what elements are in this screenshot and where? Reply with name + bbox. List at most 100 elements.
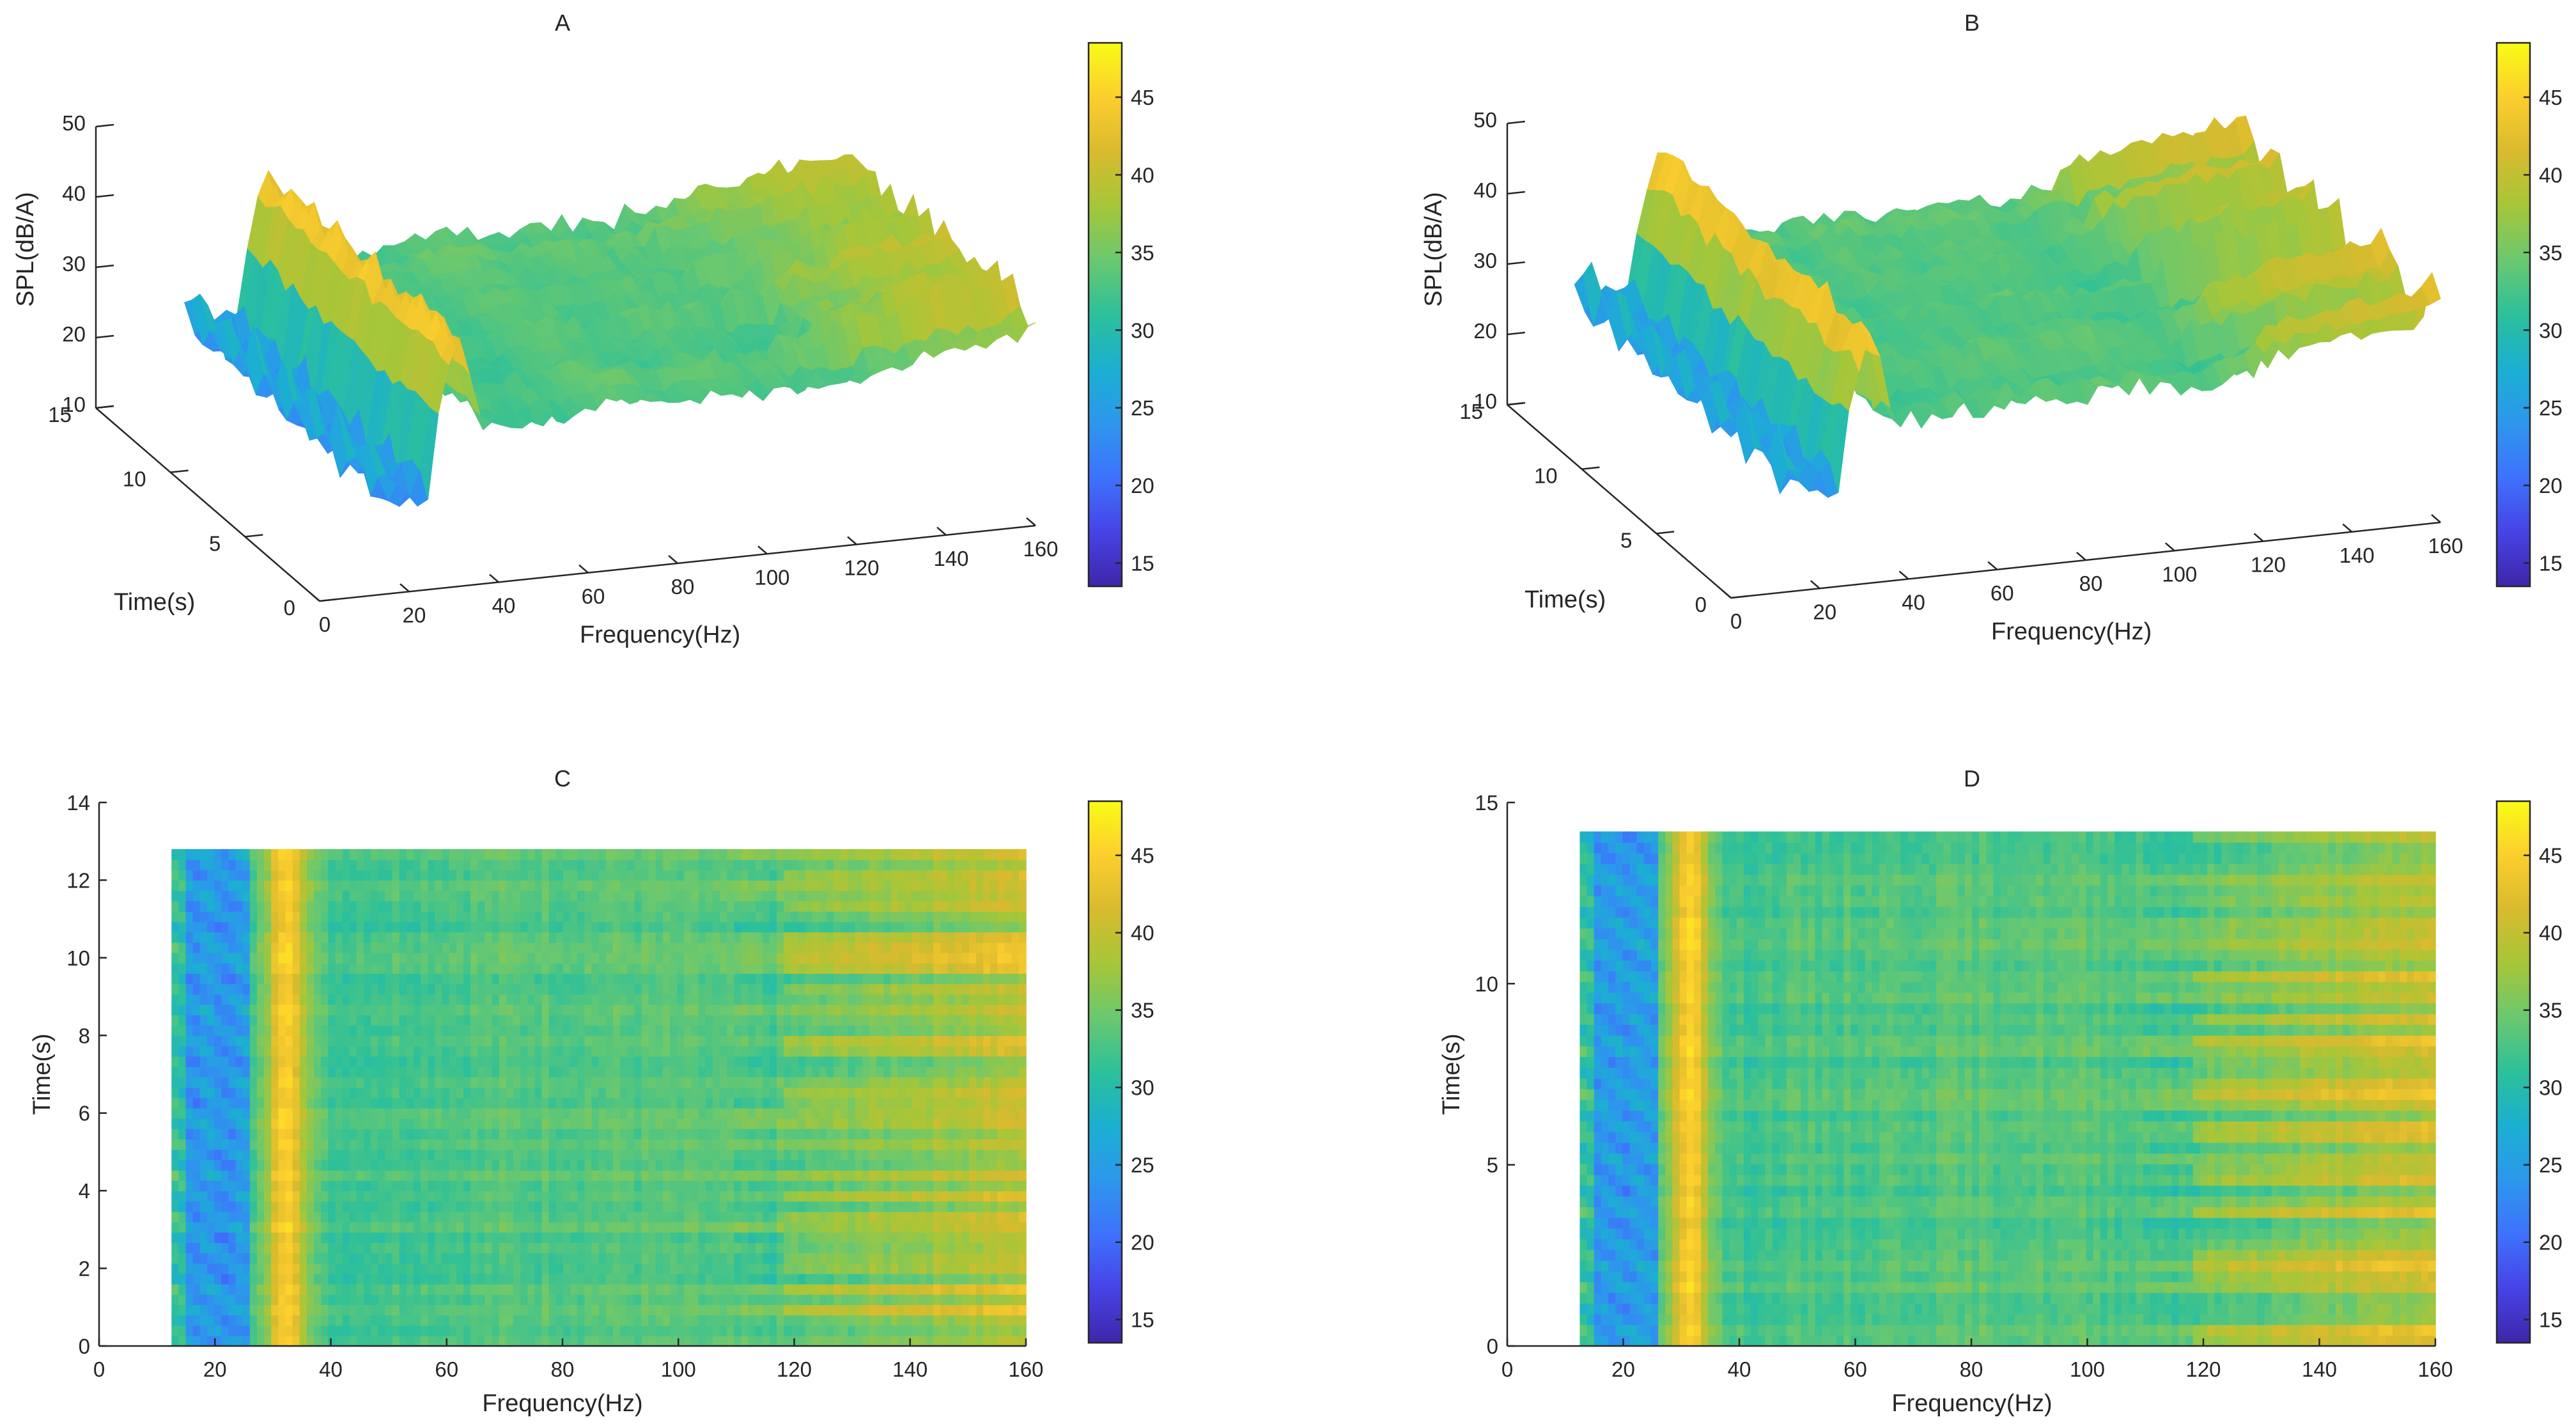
heatmap-cell — [612, 1304, 621, 1316]
heatmap-cell — [1018, 1211, 1027, 1223]
heatmap-cell — [314, 1335, 322, 1347]
heatmap-cell — [741, 1325, 749, 1336]
heatmap-cell — [641, 1315, 649, 1326]
heatmap-cell — [1011, 1335, 1020, 1347]
heatmap-cell — [769, 1211, 777, 1223]
heatmap-cell — [527, 1304, 536, 1316]
heatmap-cell — [456, 1263, 464, 1274]
heatmap-cell — [712, 1201, 720, 1212]
heatmap-cell — [869, 1273, 877, 1285]
heatmap-cell — [499, 1263, 507, 1274]
heatmap-cell — [278, 1294, 286, 1306]
heatmap-cell — [335, 1325, 343, 1336]
heatmap-cell — [335, 1191, 343, 1202]
heatmap-cell — [990, 1221, 998, 1233]
heatmap-cell — [691, 1325, 699, 1336]
heatmap-cell — [848, 1294, 856, 1306]
heatmap-cell — [584, 1232, 593, 1243]
heatmap-cell — [727, 1315, 735, 1326]
z-tick — [95, 405, 114, 409]
heatmap-cell — [371, 1304, 379, 1316]
heatmap-cell — [228, 1253, 237, 1264]
heatmap-cell — [442, 1325, 450, 1336]
x-tick-label: 60 — [1990, 581, 2014, 605]
heatmap-cell — [278, 1253, 286, 1264]
heatmap-cell — [292, 1253, 300, 1264]
z-tick-label: 40 — [62, 182, 86, 205]
heatmap-cell — [648, 1211, 656, 1223]
y-axis-line — [1507, 404, 1732, 599]
heatmap-cell — [513, 1273, 521, 1285]
heatmap-cell — [584, 1273, 593, 1285]
heatmap-cell — [698, 1294, 706, 1306]
heatmap-cell — [356, 1315, 364, 1326]
heatmap-cell — [1011, 1221, 1020, 1233]
heatmap-cell — [228, 1242, 237, 1254]
heatmap-cell — [662, 1201, 671, 1212]
heatmap-cell — [954, 1325, 963, 1336]
heatmap-cell — [591, 1253, 600, 1264]
heatmap-cell — [499, 1273, 507, 1285]
heatmap-cell — [848, 1304, 856, 1316]
heatmap-cell — [421, 1294, 429, 1306]
heatmap-cell — [199, 1294, 208, 1306]
heatmap-cell — [192, 1242, 201, 1254]
heatmap-cell — [769, 1325, 777, 1336]
heatmap-cell — [492, 1335, 500, 1347]
heatmap-cell — [456, 1211, 464, 1223]
heatmap-cell — [228, 1335, 237, 1347]
heatmap-cell — [798, 1211, 806, 1223]
heatmap-cell — [492, 1232, 500, 1243]
heatmap-cell — [890, 1232, 899, 1243]
heatmap-cell — [777, 1315, 785, 1326]
heatmap-cell — [235, 1283, 244, 1295]
x-tick — [400, 583, 410, 593]
heatmap-cell — [705, 1335, 713, 1347]
heatmap-cell — [406, 1273, 414, 1285]
heatmap-cell — [641, 1242, 649, 1254]
heatmap-cell — [983, 1201, 991, 1212]
heatmap-cell — [577, 1315, 586, 1326]
heatmap-cell — [278, 1191, 286, 1202]
heatmap-cell — [698, 1232, 706, 1243]
heatmap-cell — [862, 1242, 870, 1254]
heatmap-cell — [264, 1304, 272, 1316]
heatmap-cell — [221, 1201, 229, 1212]
heatmap-cell — [791, 1294, 799, 1306]
heatmap-cell — [876, 1263, 885, 1274]
heatmap-cell — [933, 1221, 942, 1233]
heatmap-cell — [178, 1304, 187, 1316]
heatmap-cell — [812, 1325, 820, 1336]
heatmap-cell — [342, 1242, 350, 1254]
heatmap-cell — [933, 1273, 942, 1285]
heatmap-cell — [321, 1201, 329, 1212]
heatmap-cell — [933, 1294, 942, 1306]
z-tick — [95, 123, 114, 128]
heatmap-cell — [641, 1201, 649, 1212]
heatmap-cell — [684, 1325, 692, 1336]
heatmap-cell — [228, 1304, 237, 1316]
heatmap-cell — [235, 1242, 244, 1254]
heatmap-cell — [442, 1283, 450, 1295]
heatmap-cell — [349, 1273, 357, 1285]
heatmap-cell — [897, 1283, 906, 1295]
heatmap-cell — [249, 1273, 258, 1285]
heatmap-cell — [947, 1273, 956, 1285]
heatmap-cell — [805, 1232, 813, 1243]
heatmap-cell — [777, 1283, 785, 1295]
heatmap-cell — [869, 1242, 877, 1254]
heatmap-cell — [406, 1335, 414, 1347]
heatmap-cell — [577, 1232, 586, 1243]
heatmap-cell — [912, 1221, 920, 1233]
heatmap-cell — [306, 1263, 314, 1274]
heatmap-cell — [897, 1201, 906, 1212]
heatmap-cell — [641, 1263, 649, 1274]
heatmap-cell — [228, 1325, 237, 1336]
heatmap-cell — [256, 1273, 265, 1285]
heatmap-cell — [805, 1304, 813, 1316]
heatmap-cell — [798, 1283, 806, 1295]
heatmap-cell — [485, 1211, 493, 1223]
heatmap-cell — [655, 1315, 663, 1326]
heatmap-cell — [855, 1201, 863, 1212]
heatmap-cell — [976, 1304, 984, 1316]
